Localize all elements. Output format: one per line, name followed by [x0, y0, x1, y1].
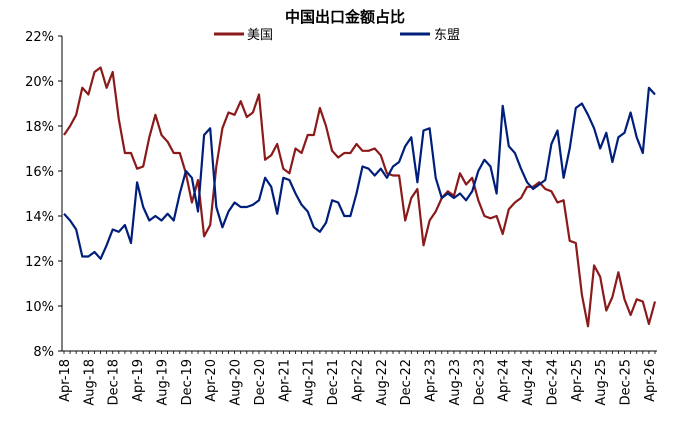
x-axis: Apr-18 Aug-18 Dec-18 Apr-19 Aug-19 Dec-19 Apr-… — [58, 350, 658, 406]
x-tick-label: Aug-25 — [594, 359, 609, 406]
legend: 美国 东盟 — [214, 28, 460, 43]
x-tick-label: Dec-24 — [545, 359, 560, 405]
legend-label-asean: 东盟 — [434, 28, 460, 43]
series-line-us — [63, 66, 657, 328]
y-tick-label: 22% — [25, 30, 54, 45]
y-tick-label: 18% — [25, 120, 54, 135]
chart-title: 中国出口金额占比 — [285, 8, 405, 26]
y-tick-label: 8% — [33, 345, 54, 360]
y-tick-label: 10% — [25, 300, 54, 315]
y-tick-label: 14% — [25, 210, 54, 225]
x-tick-label: Dec-23 — [472, 359, 487, 405]
y-tick-label: 12% — [25, 255, 54, 270]
x-tick-label: Apr-20 — [204, 359, 219, 402]
x-tick-label: Dec-25 — [619, 359, 634, 405]
y-axis: 8% 10% 12% 14% 16% 18% 20% 22% — [25, 30, 63, 360]
x-tick-label: Aug-23 — [448, 359, 463, 406]
x-tick-label: Apr-26 — [643, 359, 658, 402]
x-tick-label: Aug-19 — [155, 359, 170, 406]
series-line-asean — [63, 86, 656, 260]
x-tick-label: Apr-25 — [570, 359, 585, 402]
x-tick-label: Aug-22 — [375, 359, 390, 406]
legend-label-us: 美国 — [247, 28, 273, 43]
x-tick-label: Apr-24 — [497, 359, 512, 402]
x-tick-label: Apr-21 — [277, 359, 292, 402]
x-tick-label: Dec-21 — [326, 359, 341, 405]
x-tick-label: Aug-24 — [521, 359, 536, 406]
x-tick-label: Aug-21 — [302, 359, 317, 406]
series-layer — [63, 66, 657, 328]
x-tick-label: Apr-18 — [58, 359, 73, 402]
x-tick-label: Dec-20 — [253, 359, 268, 405]
x-tick-label: Apr-19 — [131, 359, 146, 402]
y-tick-label: 20% — [25, 75, 54, 90]
x-tick-label: Dec-18 — [107, 359, 122, 405]
x-tick-label: Apr-22 — [350, 359, 365, 402]
y-tick-label: 16% — [25, 165, 54, 180]
x-tick-label: Dec-22 — [399, 359, 414, 405]
x-tick-label: Aug-18 — [82, 359, 97, 406]
x-tick-label: Aug-20 — [229, 359, 244, 406]
x-tick-label: Apr-23 — [424, 359, 439, 402]
x-tick-label: Dec-19 — [180, 359, 195, 405]
